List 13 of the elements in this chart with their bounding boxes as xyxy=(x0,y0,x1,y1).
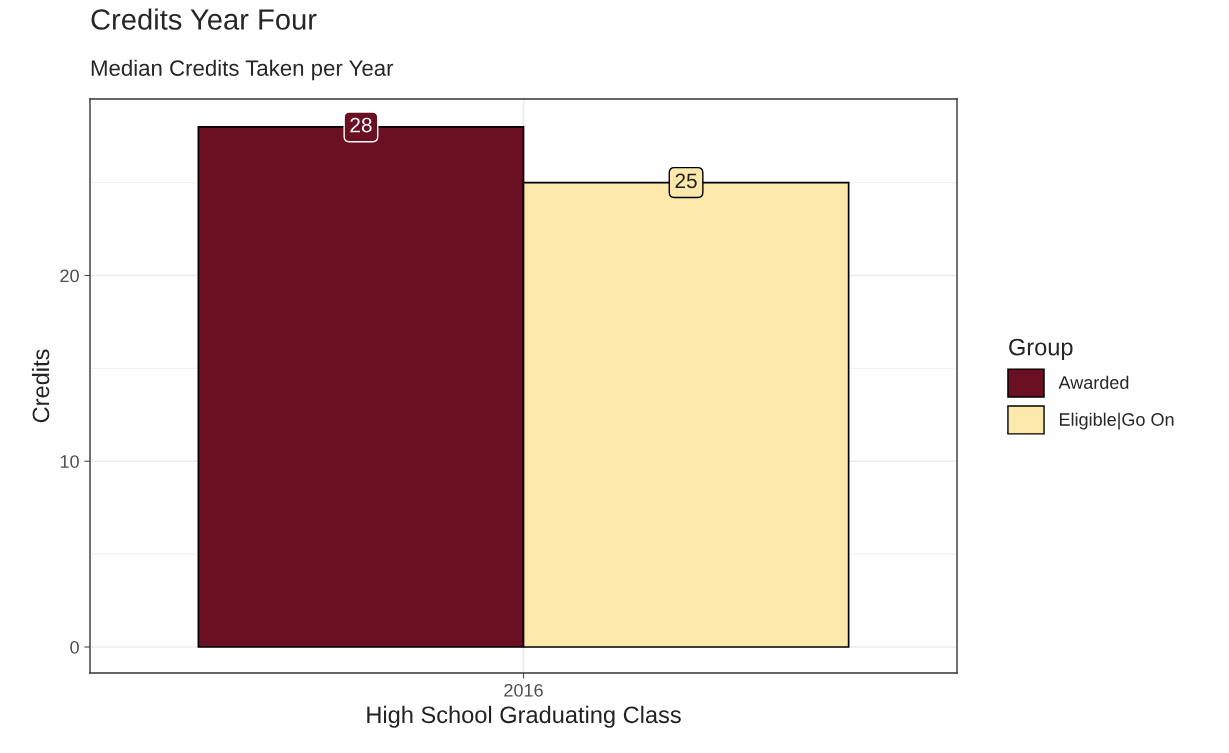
legend-title: Group xyxy=(1009,338,1073,361)
x-tick-label: 2016 xyxy=(504,683,543,697)
y-tick-label: 10 xyxy=(60,455,79,468)
y-tick-label: 0 xyxy=(70,640,79,654)
legend-label: Awarded xyxy=(1058,375,1129,389)
chart-title: Credits Year Four xyxy=(91,8,317,30)
legend-label: Eligible|Go On xyxy=(1059,412,1174,430)
y-tick-label: 20 xyxy=(60,269,79,283)
data-label: 28 xyxy=(350,117,372,133)
chart-subtitle: Median Credits Taken per Year xyxy=(91,59,394,81)
y-axis-title: Credits xyxy=(31,349,50,423)
data-label: 25 xyxy=(675,173,697,189)
x-axis-title: High School Graduating Class xyxy=(367,705,681,728)
